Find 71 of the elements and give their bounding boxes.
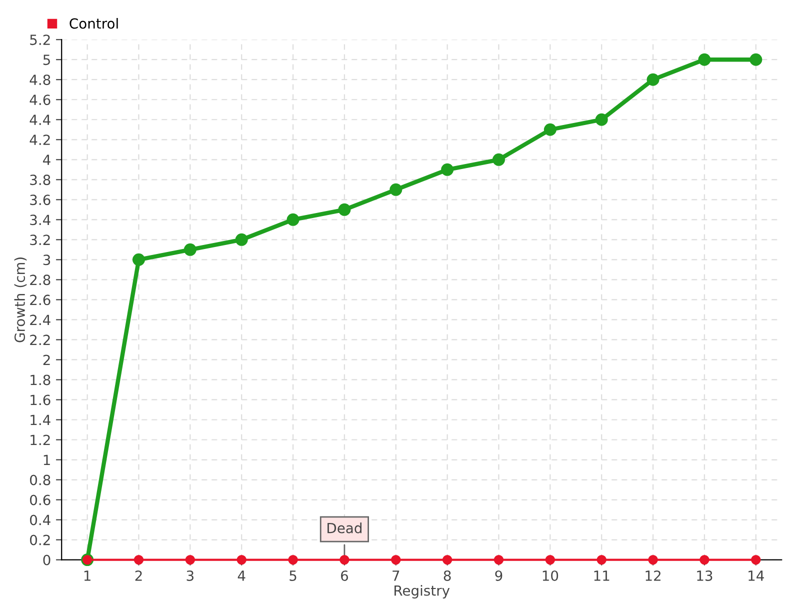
- y-tick-label: 1.6: [30, 394, 50, 406]
- point: [286, 213, 300, 226]
- y-tick-label: 0.4: [30, 514, 50, 526]
- y-tick-label: 1: [44, 454, 50, 466]
- x-tick-label: 11: [594, 570, 610, 581]
- point: [236, 554, 246, 565]
- y-tick-label: 5.2: [30, 34, 50, 46]
- point: [700, 554, 710, 565]
- x-tick-label: 6: [341, 570, 348, 581]
- y-tick-label: 5: [43, 54, 50, 66]
- point: [441, 163, 454, 176]
- y-tick-label: 2.6: [30, 294, 50, 306]
- y-tick-label: 0: [43, 554, 50, 566]
- y-tick-label: 3.2: [30, 234, 50, 246]
- x-tick-label: 2: [135, 570, 142, 581]
- y-tick-label: 4.2: [30, 134, 50, 145]
- point: [595, 113, 608, 126]
- point: [338, 203, 351, 216]
- point: [134, 554, 144, 565]
- point: [494, 554, 504, 565]
- point: [750, 53, 762, 66]
- y-tick-label: 3.6: [30, 194, 50, 206]
- point: [184, 243, 196, 256]
- annotation: Dead: [328, 522, 362, 534]
- x-tick-label: 3: [186, 570, 194, 581]
- y-tick-label: 2.4: [30, 314, 50, 325]
- y-tick-label: 1.8: [30, 374, 50, 386]
- y-tick-label: 4.8: [30, 74, 50, 86]
- x-tick-label: 13: [697, 570, 712, 581]
- point: [340, 554, 350, 565]
- legend-label: Control: [70, 18, 118, 29]
- x-tick-label: 9: [495, 570, 502, 581]
- point: [391, 554, 401, 565]
- point: [648, 554, 658, 565]
- y-tick-label: 2.2: [30, 334, 50, 345]
- x-tick-label: 10: [542, 570, 558, 581]
- point: [288, 554, 298, 565]
- point: [442, 554, 452, 565]
- y-tick-label: 4.6: [30, 94, 50, 106]
- point: [698, 53, 711, 66]
- x-tick-label: 7: [392, 570, 400, 581]
- y-tick-label: 3.8: [30, 174, 50, 186]
- x-tick-label: 8: [444, 570, 451, 581]
- point: [545, 554, 556, 565]
- point: [390, 183, 402, 196]
- point: [185, 554, 196, 565]
- y-tick-label: 4: [43, 154, 50, 165]
- x-tick-label: 1: [84, 570, 90, 581]
- point: [492, 153, 505, 166]
- x-tick-label: 12: [646, 570, 660, 581]
- y-tick-label: 0.2: [30, 534, 50, 546]
- y-tick-label: 2: [43, 354, 50, 365]
- point: [544, 123, 556, 136]
- point: [596, 554, 606, 565]
- x-axis-title: Registry: [394, 585, 450, 598]
- x-tick-label: 5: [290, 570, 296, 581]
- y-axis-title: Growth (cm): [14, 258, 27, 342]
- x-tick-label: 14: [748, 570, 764, 581]
- y-tick-label: 0.6: [30, 494, 50, 506]
- point: [751, 554, 761, 565]
- y-tick-label: 3.4: [30, 214, 50, 226]
- point: [646, 73, 660, 86]
- y-tick-label: 4.4: [30, 114, 50, 125]
- point: [132, 253, 145, 266]
- x-tick-label: 4: [238, 570, 246, 581]
- y-tick-label: 3: [43, 254, 50, 266]
- y-tick-label: 1.2: [30, 434, 50, 446]
- y-tick-label: 2.8: [30, 274, 50, 286]
- y-tick-label: 1.4: [30, 414, 50, 426]
- point: [235, 233, 248, 246]
- y-tick-label: 0.8: [30, 474, 50, 486]
